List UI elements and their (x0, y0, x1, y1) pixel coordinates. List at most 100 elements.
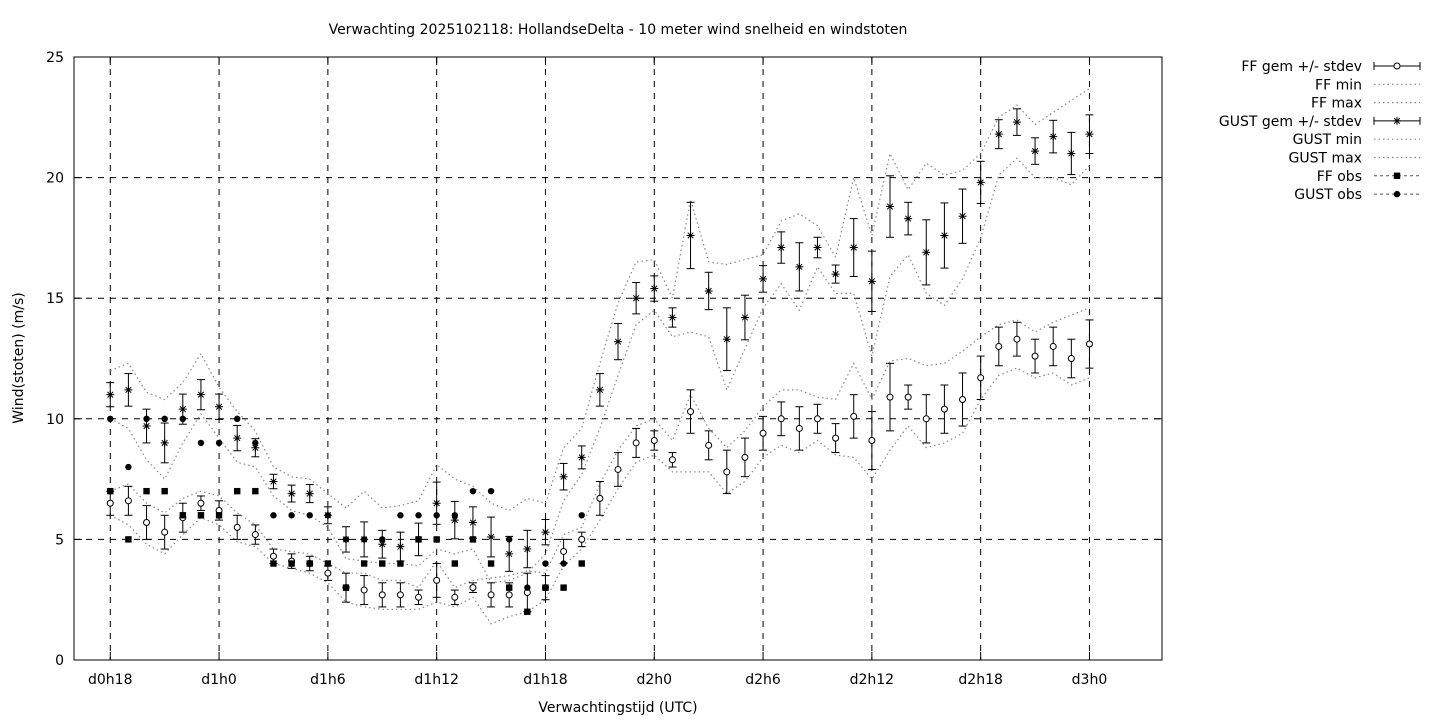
series-line (110, 157, 1090, 584)
data-point (252, 487, 259, 495)
data-point (578, 560, 585, 567)
data-point (451, 593, 459, 601)
x-tick-label: d2h0 (636, 672, 672, 688)
data-point (977, 374, 985, 382)
data-point (487, 591, 495, 599)
data-point (379, 560, 386, 567)
legend-marker (1393, 172, 1401, 179)
data-point (234, 415, 241, 422)
data-point (378, 540, 387, 549)
data-point (524, 608, 531, 615)
data-point (940, 405, 948, 413)
data-point (197, 512, 205, 519)
data-point (777, 243, 786, 252)
data-point (777, 415, 785, 423)
data-point (487, 560, 495, 567)
data-point (523, 545, 532, 554)
data-point (178, 405, 187, 414)
data-point (704, 286, 713, 295)
data-point (542, 560, 549, 567)
legend-item: FF min (1315, 77, 1420, 93)
data-point (650, 437, 658, 445)
data-point (451, 560, 458, 567)
x-tick-label: d1h6 (310, 672, 346, 688)
data-point (506, 584, 513, 591)
data-point (215, 512, 223, 519)
data-point (252, 439, 259, 447)
data-point (959, 396, 967, 404)
data-point (614, 465, 622, 473)
data-point (722, 335, 731, 344)
data-point (396, 591, 404, 599)
data-point (306, 512, 313, 519)
data-point (487, 532, 496, 541)
data-point (741, 453, 749, 461)
data-point (161, 487, 168, 495)
series-gust-obs (107, 415, 585, 591)
data-point (505, 549, 514, 558)
data-point (305, 489, 314, 498)
series-line (110, 367, 1090, 625)
y-tick-label: 15 (46, 291, 64, 307)
data-point (432, 499, 441, 508)
data-point (125, 463, 132, 471)
data-point (560, 560, 567, 567)
legend-item: FF obs (1317, 169, 1420, 185)
series-gust-max (110, 87, 1090, 512)
x-tick-labels: d0h18 d1h0 d1h6 d1h12 d1h18 d2h0 d2h6 d2h12 d2h1… (88, 672, 1107, 688)
data-point (161, 528, 169, 536)
x-axis-label: Verwachtingstijd (UTC) (538, 700, 697, 716)
data-point (578, 535, 586, 543)
y-tick-labels: 0 5 10 15 20 25 (46, 50, 64, 669)
y-tick-label: 0 (55, 653, 64, 669)
data-point (468, 518, 477, 527)
data-point (215, 402, 224, 411)
data-point (378, 591, 386, 599)
data-point (160, 438, 169, 447)
series-ff-gem-stdev (106, 319, 1094, 613)
data-point (288, 512, 295, 519)
data-point (415, 593, 423, 601)
y-axis-label: Wind(stoten) (m/s) (11, 292, 27, 423)
data-point (850, 412, 858, 420)
data-point (596, 494, 604, 502)
legend: FF gem +/- stdev FF min FF max GUST gem +/-… (1219, 59, 1421, 203)
data-point (849, 243, 858, 252)
data-point (904, 214, 913, 223)
data-point (234, 487, 241, 495)
data-point (976, 178, 985, 187)
y-tick-label: 5 (55, 532, 64, 548)
data-point (632, 439, 640, 447)
legend-marker (1393, 62, 1401, 70)
data-point (668, 313, 677, 322)
legend-label: GUST obs (1294, 187, 1362, 203)
legend-marker (1393, 116, 1401, 125)
data-point (740, 313, 749, 322)
data-point (1049, 342, 1057, 350)
data-point (342, 536, 350, 543)
data-point (813, 243, 822, 252)
x-tick-label: d0h18 (88, 672, 132, 688)
data-point (143, 487, 150, 495)
data-point (360, 560, 368, 567)
data-point (251, 531, 259, 539)
data-point (288, 560, 295, 567)
data-point (705, 441, 713, 449)
data-point (922, 415, 930, 423)
data-point (324, 512, 332, 519)
data-point (269, 552, 277, 560)
data-point (469, 584, 477, 592)
data-point (868, 437, 876, 445)
data-point (469, 536, 477, 543)
legend-label: FF min (1315, 77, 1362, 93)
data-point (396, 542, 405, 551)
data-point (197, 439, 205, 447)
data-point (542, 584, 549, 591)
data-point (1085, 130, 1094, 139)
data-point (831, 270, 840, 279)
data-point (106, 499, 114, 507)
data-point (940, 231, 949, 240)
data-point (360, 586, 368, 594)
data-point (451, 512, 458, 519)
data-point (560, 584, 567, 591)
